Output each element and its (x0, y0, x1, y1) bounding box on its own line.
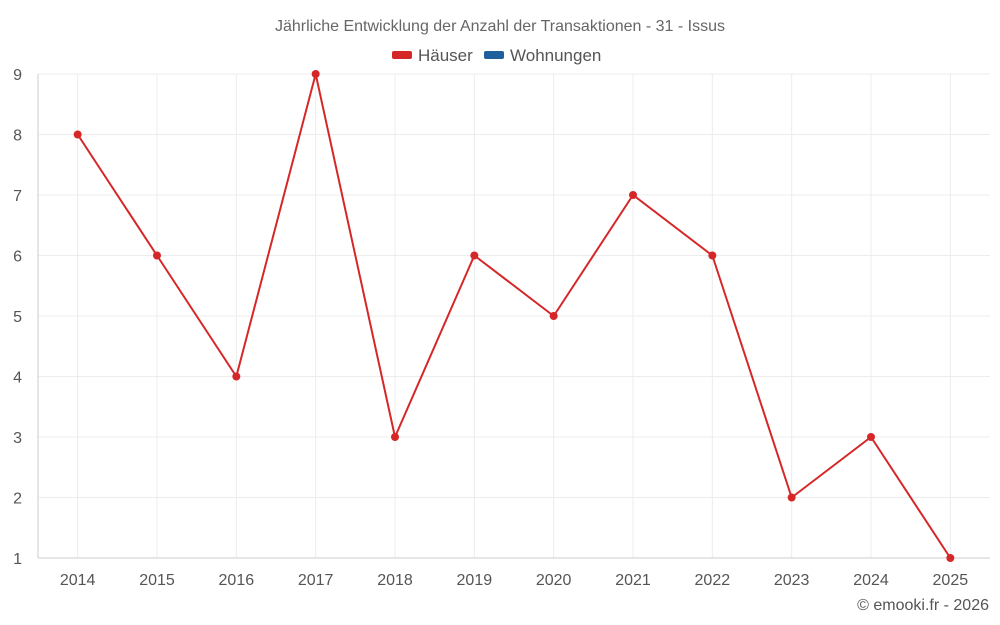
data-point-haeuser-2025[interactable] (946, 554, 955, 562)
chart-title: Jährliche Entwicklung der Anzahl der Tra… (275, 18, 725, 35)
x-axis-ticks: 2014 2015 2016 2017 2018 2019 2020 2021 2022 2023… (60, 572, 968, 589)
legend-item-haeuser[interactable]: Häuser (392, 46, 473, 65)
x-tick-label: 2021 (615, 572, 651, 589)
data-point-haeuser-2024[interactable] (867, 433, 875, 441)
y-tick-label: 9 (13, 67, 22, 84)
data-point-haeuser-2016[interactable] (232, 372, 241, 381)
grid (38, 73, 990, 558)
y-tick-label: 5 (13, 309, 22, 326)
y-tick-label: 6 (13, 249, 22, 266)
legend-label-wohnungen: Wohnungen (510, 46, 601, 65)
data-point-haeuser-2014[interactable] (73, 130, 82, 139)
x-tick-label: 2024 (853, 572, 889, 589)
data-point-haeuser-2015[interactable] (153, 251, 161, 260)
x-tick-label: 2020 (536, 572, 572, 589)
y-tick-label: 8 (13, 128, 22, 145)
legend: Häuser Wohnungen (392, 46, 601, 65)
legend-swatch-wohnungen (484, 51, 504, 59)
y-tick-label: 7 (13, 188, 22, 205)
x-tick-label: 2023 (774, 572, 810, 589)
y-tick-label: 2 (13, 491, 22, 508)
x-tick-label: 2015 (139, 572, 175, 589)
data-point-haeuser-2019[interactable] (470, 251, 479, 260)
y-tick-label: 3 (13, 430, 22, 447)
series (73, 70, 955, 562)
data-point-haeuser-2021[interactable] (629, 191, 637, 199)
credit-text: © emooki.fr - 2026 (857, 597, 989, 614)
series-line-haeuser (76, 73, 952, 559)
data-point-haeuser-2020[interactable] (549, 312, 558, 320)
x-tick-label: 2025 (933, 572, 969, 589)
legend-item-wohnungen[interactable]: Wohnungen (484, 46, 601, 65)
x-tick-label: 2019 (457, 572, 493, 589)
data-point-haeuser-2018[interactable] (391, 433, 399, 441)
axes (37, 74, 990, 559)
data-point-haeuser-2022[interactable] (708, 251, 717, 260)
legend-swatch-haeuser (392, 51, 412, 59)
x-tick-label: 2018 (377, 572, 413, 589)
x-tick-label: 2016 (219, 572, 255, 589)
y-axis-ticks: 1 2 3 4 5 6 7 8 9 (13, 67, 22, 568)
data-point-haeuser-2023[interactable] (787, 493, 796, 502)
y-tick-label: 1 (13, 551, 22, 568)
x-tick-label: 2014 (60, 572, 96, 589)
x-tick-label: 2017 (298, 572, 334, 589)
data-point-haeuser-2017[interactable] (311, 70, 320, 78)
y-tick-label: 4 (13, 370, 22, 387)
x-tick-label: 2022 (695, 572, 731, 589)
legend-label-haeuser: Häuser (418, 46, 473, 65)
